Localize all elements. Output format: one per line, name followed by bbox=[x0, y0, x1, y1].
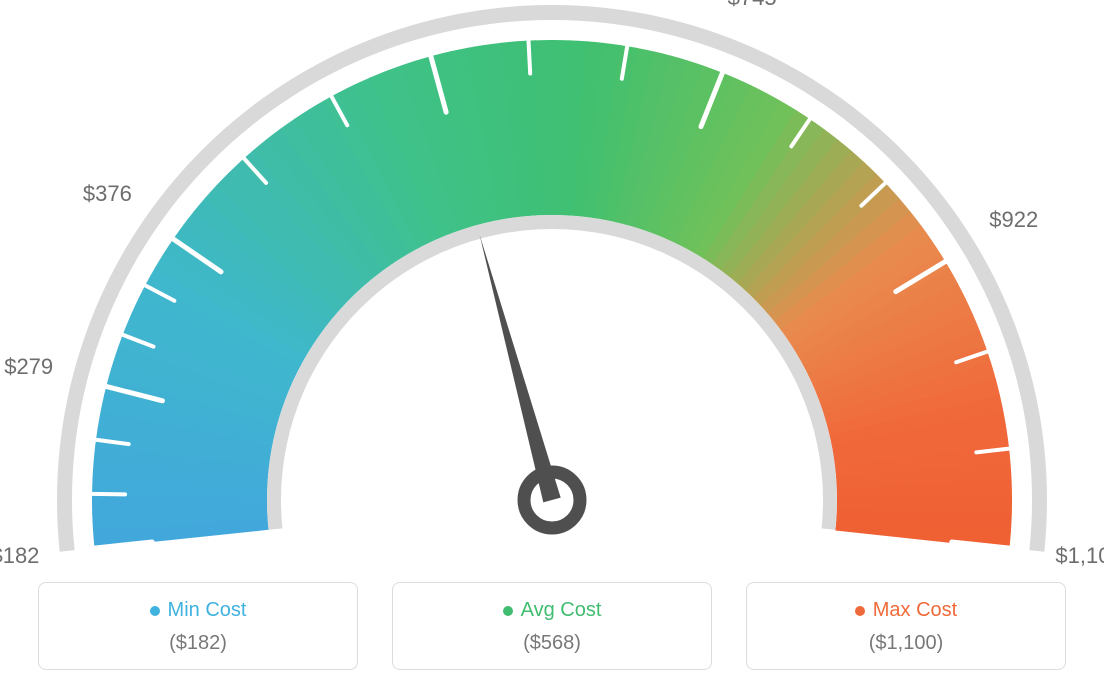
gauge-tick-label: $922 bbox=[989, 207, 1038, 233]
legend-card-max: Max Cost ($1,100) bbox=[746, 582, 1066, 670]
legend-label-avg: Avg Cost bbox=[521, 599, 602, 622]
legend-value-avg: ($568) bbox=[403, 632, 701, 655]
legend-dot-avg bbox=[503, 606, 513, 616]
legend-title-min: Min Cost bbox=[150, 599, 247, 622]
gauge-svg bbox=[0, 0, 1104, 560]
gauge-tick-label: $745 bbox=[728, 0, 777, 11]
legend-dot-min bbox=[150, 606, 160, 616]
legend-card-min: Min Cost ($182) bbox=[38, 582, 358, 670]
legend-value-min: ($182) bbox=[49, 632, 347, 655]
gauge-tick-label: $376 bbox=[83, 181, 132, 207]
legend-label-min: Min Cost bbox=[168, 599, 247, 622]
legend-row: Min Cost ($182) Avg Cost ($568) Max Cost… bbox=[0, 582, 1104, 670]
gauge-tick-minor bbox=[528, 40, 530, 74]
gauge-tick-label: $182 bbox=[0, 543, 39, 569]
legend-label-max: Max Cost bbox=[873, 599, 957, 622]
gauge-tick-label: $279 bbox=[4, 354, 53, 380]
legend-dot-max bbox=[855, 606, 865, 616]
gauge-container: $182$279$376$568$745$922$1,100 bbox=[0, 0, 1104, 560]
legend-value-max: ($1,100) bbox=[757, 632, 1055, 655]
gauge-needle bbox=[480, 235, 561, 503]
gauge-tick-label: $1,100 bbox=[1055, 543, 1104, 569]
legend-card-avg: Avg Cost ($568) bbox=[392, 582, 712, 670]
legend-title-max: Max Cost bbox=[855, 599, 957, 622]
legend-title-avg: Avg Cost bbox=[503, 599, 602, 622]
